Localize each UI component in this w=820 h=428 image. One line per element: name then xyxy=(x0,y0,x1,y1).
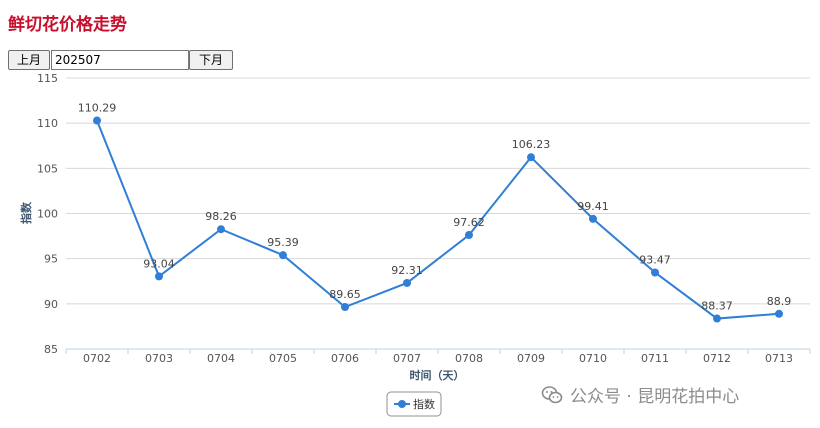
month-input[interactable] xyxy=(51,50,189,70)
y-tick-label: 105 xyxy=(37,162,58,175)
x-tick-label: 0703 xyxy=(145,352,173,365)
y-tick-label: 90 xyxy=(44,298,58,311)
data-label: 106.23 xyxy=(512,138,551,151)
legend-label: 指数 xyxy=(413,397,435,411)
x-tick-label: 0707 xyxy=(393,352,421,365)
data-label: 93.04 xyxy=(143,257,175,270)
legend-box xyxy=(386,391,442,417)
x-tick-label: 0702 xyxy=(83,352,111,365)
next-month-button[interactable]: 下月 xyxy=(189,50,233,70)
y-tick-label: 115 xyxy=(37,72,58,85)
data-point xyxy=(775,309,783,318)
data-point xyxy=(93,116,101,125)
watermark-text: 公众号 · 昆明花拍中心 xyxy=(570,387,740,407)
x-axis: 0702 0703 0704 0705 0706 0707 0708 0709 0710 0711… xyxy=(65,348,811,365)
data-point xyxy=(217,225,225,234)
watermark: 公众号 · 昆明花拍中心 xyxy=(540,382,739,407)
series-line xyxy=(96,120,780,320)
data-label: 98.26 xyxy=(205,210,237,223)
page-title: 鲜切花价格走势 xyxy=(8,15,127,35)
x-tick-label: 0710 xyxy=(579,352,607,365)
x-tick-label: 0705 xyxy=(269,352,297,365)
data-point xyxy=(527,153,535,162)
y-tick-label: 100 xyxy=(37,208,58,221)
data-point xyxy=(155,272,163,281)
y-axis-label: 指数 xyxy=(19,201,33,224)
legend-marker xyxy=(398,400,406,408)
data-label: 92.31 xyxy=(391,264,423,277)
data-point xyxy=(341,302,349,311)
data-label: 88.9 xyxy=(767,295,792,308)
data-label: 88.37 xyxy=(701,300,733,313)
x-axis-label: 时间（天） xyxy=(410,368,465,382)
data-label: 97.62 xyxy=(453,216,485,229)
data-point xyxy=(403,278,411,287)
x-tick-label: 0709 xyxy=(517,352,545,365)
data-point xyxy=(465,230,473,239)
x-tick-label: 0711 xyxy=(641,352,669,365)
x-tick-label: 0713 xyxy=(765,352,793,365)
x-tick-label: 0708 xyxy=(455,352,483,365)
y-tick-label: 95 xyxy=(44,253,58,266)
legend[interactable]: 指数 xyxy=(386,391,442,417)
grid-lines xyxy=(66,77,810,350)
data-point xyxy=(713,314,721,323)
data-label: 93.47 xyxy=(639,253,671,266)
prev-month-button[interactable]: 上月 xyxy=(8,50,50,70)
x-tick-label: 0704 xyxy=(207,352,235,365)
x-tick-label: 0712 xyxy=(703,352,731,365)
data-point xyxy=(589,214,597,223)
series-group: 110.29 93.04 98.26 95.39 89.65 92.31 97.62 106.… xyxy=(78,102,792,323)
y-tick-label: 110 xyxy=(37,117,58,130)
data-label: 89.65 xyxy=(329,288,361,301)
y-axis: 85 90 95 100 105 110 115 xyxy=(37,72,58,356)
y-tick-label: 85 xyxy=(44,343,58,356)
data-point xyxy=(279,251,287,260)
data-point xyxy=(651,268,659,277)
wechat-icon xyxy=(541,385,563,403)
data-label: 110.29 xyxy=(78,102,117,115)
data-label: 95.39 xyxy=(267,236,299,249)
data-label: 99.41 xyxy=(577,200,609,213)
x-tick-label: 0706 xyxy=(331,352,359,365)
